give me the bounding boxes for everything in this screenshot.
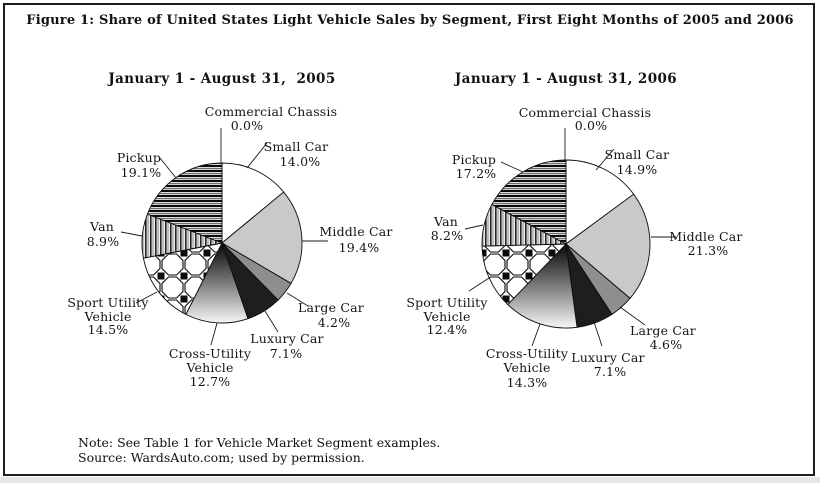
pie-slice-middle-car: [221, 191, 303, 285]
chart-subtitle-2006: January 1 - August 31, 2006: [454, 71, 678, 87]
slice-label-middle-car: Middle Car 19.4%: [319, 224, 392, 255]
pie-slice-cross-utility-vehicle: [185, 241, 249, 324]
slice-label-middle-car: Middle Car 21.3%: [669, 229, 742, 258]
pie-slice-small-car: [565, 159, 635, 245]
leader-line-van: [120, 231, 143, 237]
leader-line-pickup: [500, 161, 524, 173]
slice-label-cross-utility-vehicle: Cross-Utility Vehicle 12.7%: [169, 346, 252, 389]
leader-line-cross-utility-vehicle: [210, 322, 218, 346]
leader-line-luxury-car: [264, 310, 279, 333]
leader-line-large-car: [619, 306, 646, 326]
slice-label-commercial-chassis: Commercial Chassis 0.0%: [205, 104, 338, 133]
leader-line-small-car: [246, 142, 268, 169]
pie-2005: Commercial Chassis 0.0% Small Car 14.0% Midd…: [67, 104, 392, 389]
leader-line-luxury-car: [593, 321, 603, 347]
pie-2006: Commercial Chassis 0.0% Small Car 14.9% Midd…: [406, 105, 742, 390]
slice-label-large-car: Large Car 4.2%: [298, 300, 364, 330]
slice-label-sport-utility-vehicle: Sport Utility Vehicle 12.4%: [406, 295, 488, 337]
leader-line-large-car: [286, 292, 309, 307]
slice-label-luxury-car: Luxury Car 7.1%: [250, 331, 323, 361]
slice-label-small-car: Small Car 14.0%: [264, 139, 329, 169]
leader-line-small-car: [595, 148, 615, 171]
leader-line-cross-utility-vehicle: [531, 323, 541, 347]
slice-label-commercial-chassis: Commercial Chassis 0.0%: [519, 105, 652, 133]
pie-slice-pickup: [146, 162, 223, 244]
pie-slice-middle-car: [565, 193, 651, 299]
source-line: Source: WardsAuto.com; used by permissio…: [78, 450, 365, 465]
pie-slice-small-car: [221, 162, 285, 244]
leader-line-sport-utility-vehicle: [135, 291, 158, 304]
slice-label-sport-utility-vehicle: Sport Utility Vehicle 14.5%: [67, 295, 149, 337]
chart-subtitle-2005: January 1 - August 31, 2005: [108, 71, 336, 87]
pie-slice-sport-utility-vehicle: [481, 243, 568, 306]
figure-title: Figure 1: Share of United States Light V…: [26, 13, 794, 28]
leader-line-van: [464, 224, 484, 230]
slice-label-small-car: Small Car 14.9%: [605, 147, 670, 177]
figure-notes: Note: See Table 1 for Vehicle Market Seg…: [78, 435, 440, 465]
slice-label-cross-utility-vehicle: Cross-Utility Vehicle 14.3%: [486, 346, 569, 390]
pie-slice-sport-utility-vehicle: [142, 242, 223, 315]
slice-label-pickup: Pickup 17.2%: [452, 152, 496, 181]
slice-label-pickup: Pickup 19.1%: [117, 150, 161, 180]
page-background-strip: [0, 477, 820, 483]
slice-label-luxury-car: Luxury Car 7.1%: [571, 350, 644, 379]
slice-label-large-car: Large Car 4.6%: [630, 323, 696, 352]
slice-label-van: Van 8.2%: [431, 214, 464, 243]
leader-line-sport-utility-vehicle: [468, 277, 490, 292]
note-line: Note: See Table 1 for Vehicle Market Seg…: [78, 435, 441, 450]
slice-label-van: Van 8.9%: [87, 219, 120, 249]
leader-line-pickup: [159, 157, 177, 179]
pie-slice-cross-utility-vehicle: [507, 243, 578, 329]
figure-border-frame: [3, 3, 815, 476]
